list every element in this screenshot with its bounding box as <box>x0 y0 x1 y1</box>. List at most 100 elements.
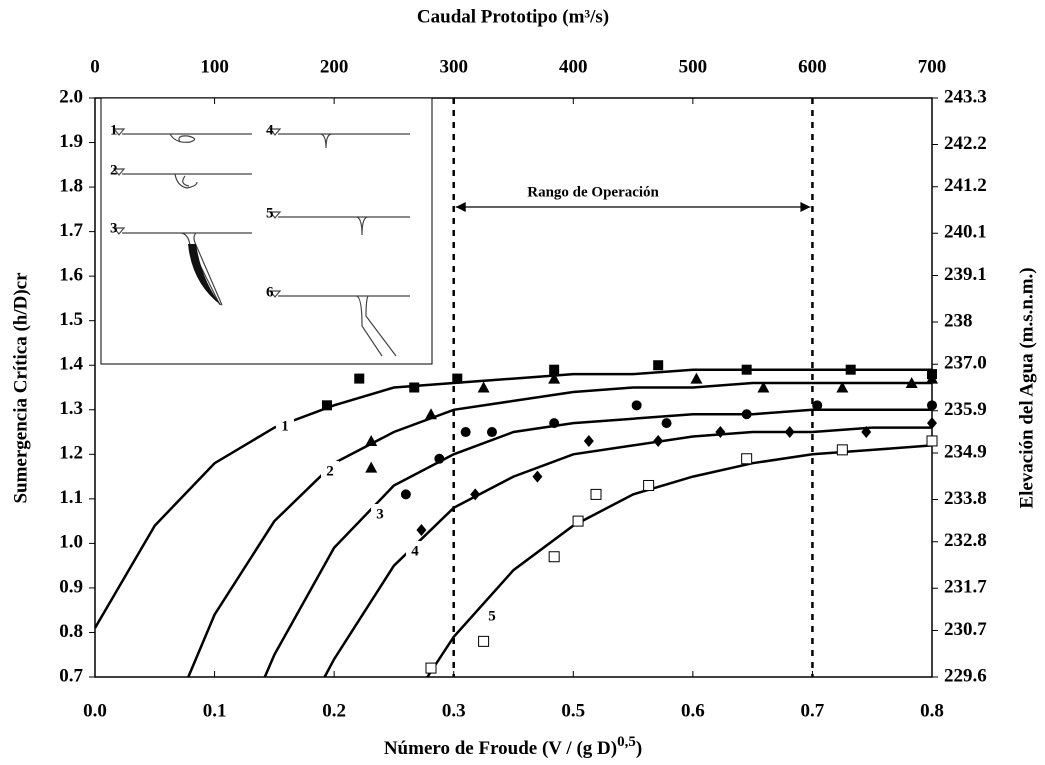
x-tick-label: 200 <box>320 56 349 77</box>
fit-curve <box>323 426 932 678</box>
point <box>741 364 752 375</box>
x2-tick-label: 0.8 <box>920 700 944 721</box>
y-tick-label: 1.7 <box>59 220 83 241</box>
point <box>905 377 918 389</box>
y2-tick-label: 230.7 <box>944 619 987 640</box>
inset-label: 1 <box>110 122 118 138</box>
y2-tick-label: 242.2 <box>944 133 987 154</box>
x2-axis-title: Número de Froude (V / (g D)0,5) <box>384 734 642 759</box>
point <box>926 435 938 447</box>
point <box>354 373 365 384</box>
fit-curve <box>187 381 932 678</box>
curve-label-bg <box>321 461 339 483</box>
curve-label-bg <box>483 606 501 628</box>
point <box>416 524 427 537</box>
x2-tick-label: 0.2 <box>322 700 346 721</box>
point <box>532 470 543 483</box>
y-tick-label: 0.8 <box>59 621 83 642</box>
inset-label: 5 <box>266 205 274 221</box>
point <box>861 426 872 439</box>
y2-tick-label: 234.9 <box>944 441 987 462</box>
point <box>321 400 332 411</box>
x2-tick-label: 0.7 <box>801 700 825 721</box>
x2-tick-label: 0.5 <box>561 700 585 721</box>
fit-curve <box>263 408 932 678</box>
point <box>470 488 481 501</box>
point <box>631 400 642 411</box>
y2-tick-label: 231.7 <box>944 577 987 598</box>
y2-tick-label: 238 <box>944 310 973 331</box>
point <box>452 373 463 384</box>
x-tick-label: 300 <box>439 56 468 77</box>
y2-tick-label: 229.6 <box>944 665 987 686</box>
point <box>549 364 560 375</box>
range-label: Rango de Operación <box>527 184 659 200</box>
curve-label-bg <box>406 541 424 563</box>
x2-tick-label: 0.3 <box>442 700 466 721</box>
y-tick-label: 0.7 <box>59 665 83 686</box>
point <box>477 381 490 393</box>
y-tick-label: 1.4 <box>59 354 83 375</box>
inset: 1 2 3 4 5 6 <box>100 97 433 365</box>
point <box>757 381 770 393</box>
point <box>549 418 560 429</box>
y2-axis-title: Elevación del Agua (m.s.n.m.) <box>1016 267 1037 508</box>
plot-frame <box>94 97 933 678</box>
y2-tick-label: 232.8 <box>944 530 987 551</box>
point <box>690 372 703 384</box>
curve-label: 4 <box>411 543 419 559</box>
point <box>409 382 420 393</box>
y-tick-label: 1.2 <box>59 443 83 464</box>
y2-tick-label: 239.1 <box>944 264 987 285</box>
x-tick-label: 100 <box>200 56 229 77</box>
curve-label: 3 <box>376 506 384 522</box>
y-tick-label: 1.6 <box>59 265 83 286</box>
point <box>572 515 584 527</box>
y2-tick-label: 233.8 <box>944 488 987 509</box>
y2-tick-label: 240.1 <box>944 222 987 243</box>
point <box>478 635 490 647</box>
y-tick-label: 1.0 <box>59 532 83 553</box>
point <box>653 360 664 371</box>
point <box>434 453 445 464</box>
point <box>365 461 378 473</box>
point <box>661 418 672 429</box>
x2-tick-label: 0.1 <box>203 700 227 721</box>
curve-label: 5 <box>488 608 496 624</box>
x-tick-label: 700 <box>918 56 947 77</box>
y-tick-label: 1.5 <box>59 309 83 330</box>
point <box>715 426 726 439</box>
x2-tick-label: 0.0 <box>83 700 107 721</box>
y-axis-title: Sumergencia Crítica (h/D)cr <box>10 272 31 504</box>
point <box>836 444 848 456</box>
curve-label-bg <box>276 416 294 438</box>
fit-curve <box>426 444 933 678</box>
curve-label: 2 <box>326 463 334 479</box>
point <box>548 372 561 384</box>
point <box>583 434 594 447</box>
point <box>365 434 378 446</box>
curve-label-bg <box>371 504 389 526</box>
y2-tick-label: 243.3 <box>944 86 987 107</box>
x-tick-label: 400 <box>559 56 588 77</box>
point <box>486 427 497 438</box>
y2-tick-label: 237.0 <box>944 353 987 374</box>
point <box>784 426 795 439</box>
x2-tick-label: 0.6 <box>681 700 705 721</box>
y-tick-label: 1.1 <box>59 487 83 508</box>
inset-label: 6 <box>266 284 274 300</box>
point <box>812 400 823 411</box>
point <box>424 408 437 420</box>
point <box>741 453 753 465</box>
y-tick-label: 1.9 <box>59 131 83 152</box>
point <box>926 372 938 384</box>
x-axis-title: Caudal Prototipo (m³/s) <box>417 6 609 27</box>
point <box>836 381 849 393</box>
y2-tick-label: 235.9 <box>944 399 987 420</box>
point <box>927 417 937 430</box>
inset-label: 2 <box>110 162 118 178</box>
inset-label: 4 <box>266 122 274 138</box>
point <box>643 479 655 491</box>
point <box>425 662 437 674</box>
